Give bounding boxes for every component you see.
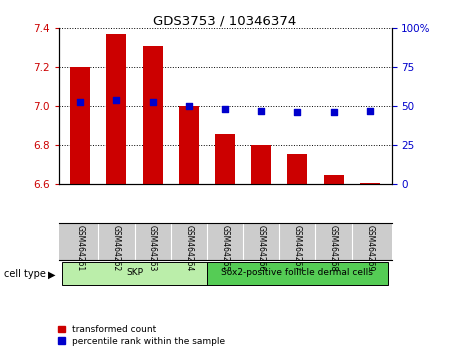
Point <box>113 97 120 103</box>
Bar <box>107 34 126 184</box>
Point <box>366 108 373 114</box>
Text: Sox2-positive follicle dermal cells: Sox2-positive follicle dermal cells <box>221 268 374 278</box>
Bar <box>62 262 207 285</box>
Text: GSM464261: GSM464261 <box>76 225 85 271</box>
Point <box>257 108 265 114</box>
Point <box>294 110 301 115</box>
Bar <box>251 145 271 184</box>
Point <box>76 99 84 104</box>
Bar <box>288 154 307 184</box>
Point <box>149 99 156 104</box>
Text: SKP: SKP <box>126 268 143 278</box>
Bar <box>70 67 90 184</box>
Bar <box>360 183 380 184</box>
Text: GSM464267: GSM464267 <box>293 225 302 271</box>
Text: GSM464266: GSM464266 <box>256 225 266 271</box>
Bar <box>324 175 343 184</box>
Text: GSM464265: GSM464265 <box>220 225 230 271</box>
Text: GSM464263: GSM464263 <box>148 225 157 271</box>
Text: GSM464269: GSM464269 <box>365 225 374 271</box>
Point <box>330 110 337 115</box>
Bar <box>215 135 235 184</box>
Bar <box>179 106 199 184</box>
Bar <box>143 46 162 184</box>
Bar <box>207 262 388 285</box>
Point <box>185 103 193 109</box>
Text: ▶: ▶ <box>48 269 55 279</box>
Legend: transformed count, percentile rank within the sample: transformed count, percentile rank withi… <box>54 321 229 349</box>
Text: GSM464262: GSM464262 <box>112 225 121 271</box>
Point <box>221 107 229 112</box>
Text: GSM464264: GSM464264 <box>184 225 194 271</box>
Title: GDS3753 / 10346374: GDS3753 / 10346374 <box>153 14 297 27</box>
Text: cell type: cell type <box>4 269 46 279</box>
Text: GSM464268: GSM464268 <box>329 225 338 271</box>
